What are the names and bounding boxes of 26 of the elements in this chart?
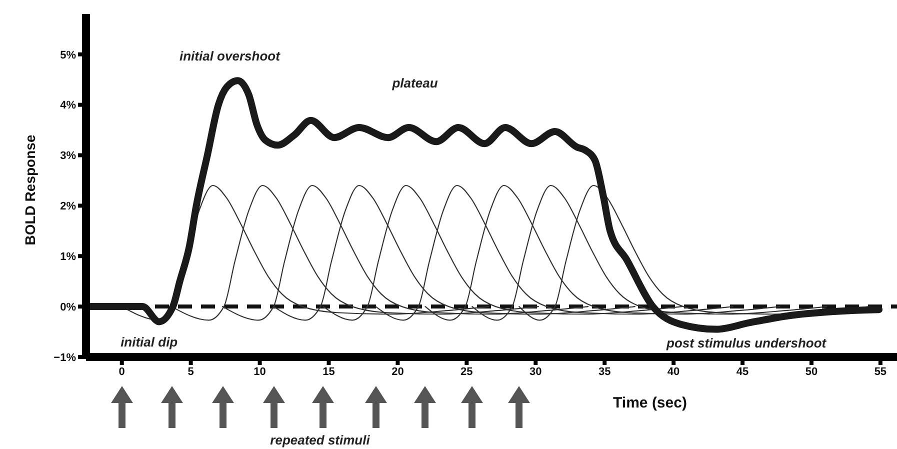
annotation: plateau bbox=[392, 76, 438, 90]
x-tick-label: 15 bbox=[322, 366, 335, 378]
x-tick-label: 0 bbox=[118, 366, 125, 378]
x-tick-label: 45 bbox=[736, 366, 749, 378]
y-tick-label: 0% bbox=[60, 301, 76, 314]
x-tick-label: 20 bbox=[392, 366, 404, 378]
x-tick-label: 25 bbox=[460, 366, 473, 378]
x-tick-label: 50 bbox=[805, 366, 818, 378]
y-tick-label: 4% bbox=[60, 100, 76, 112]
x-tick-label: 5 bbox=[188, 366, 194, 378]
annotation: initial overshoot bbox=[180, 48, 280, 64]
y-tick-label: −1% bbox=[54, 352, 76, 364]
y-tick-label: 3% bbox=[60, 150, 76, 162]
x-tick-label: 55 bbox=[874, 366, 887, 378]
y-tick-label: 5% bbox=[60, 49, 76, 62]
x-tick-label: 40 bbox=[667, 366, 680, 378]
text: repeated stimuli bbox=[270, 432, 370, 448]
x-tick-label: 30 bbox=[530, 366, 542, 378]
annotation: post stimulus undershoot bbox=[666, 336, 826, 351]
y-tick-label: 2% bbox=[60, 200, 76, 213]
annotation: initial dip bbox=[120, 334, 178, 350]
x-tick-label: 10 bbox=[254, 366, 266, 378]
y-tick-label: 1% bbox=[60, 251, 76, 264]
y-axis-title: BOLD Response bbox=[22, 134, 38, 246]
x-axis-title: Time (sec) bbox=[613, 394, 687, 412]
x-tick-label: 35 bbox=[598, 366, 611, 378]
